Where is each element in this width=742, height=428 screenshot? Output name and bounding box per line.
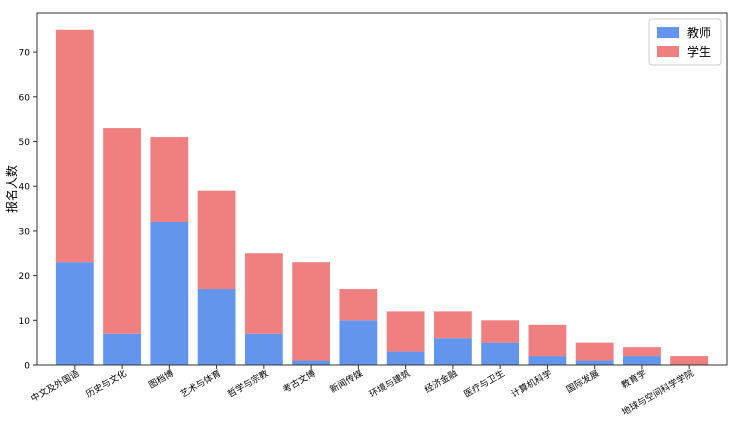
bar-teacher-9: [481, 342, 520, 365]
y-axis-label: 报名人数: [4, 165, 19, 213]
plot-frame: [36, 12, 728, 366]
x-tick-label: 考古文博: [280, 367, 317, 395]
legend-label-1: 学生: [687, 44, 711, 59]
bar-student-3: [197, 190, 236, 290]
x-tick-label: 环境与建筑: [367, 367, 412, 400]
legend-swatch-1: [657, 46, 679, 57]
y-tick-label: 50: [19, 138, 31, 148]
y-tick-label: 20: [19, 272, 31, 282]
bars-layer: [55, 29, 709, 365]
bar-student-10: [528, 324, 567, 357]
x-tick-label: 计算机科学: [509, 367, 554, 400]
legend-swatch-0: [657, 27, 679, 38]
bar-student-5: [292, 262, 331, 361]
x-tick-label: 艺术与体育: [178, 367, 223, 400]
bar-student-2: [150, 137, 189, 222]
x-tick-label: 历史与文化: [84, 367, 129, 400]
x-tick-label: 地球与空间科学学院: [620, 367, 696, 418]
x-tick-label: 医疗与卫生: [462, 367, 507, 400]
bar-teacher-3: [197, 289, 236, 365]
x-tick-label: 新闻传媒: [328, 367, 365, 395]
y-tick-label: 30: [19, 227, 31, 237]
y-tick-label: 0: [24, 362, 30, 372]
bar-teacher-6: [339, 320, 378, 365]
y-tick-label: 70: [19, 49, 31, 59]
bar-teacher-1: [103, 333, 141, 365]
bar-student-8: [433, 311, 472, 339]
x-tick-label: 教育学: [619, 367, 648, 391]
bar-student-13: [670, 356, 709, 365]
bar-student-9: [481, 320, 520, 343]
y-tick-label: 40: [19, 183, 31, 193]
bar-teacher-12: [623, 356, 661, 365]
bar-student-6: [339, 289, 378, 321]
bar-student-1: [103, 128, 141, 334]
bar-teacher-5: [292, 360, 331, 365]
x-tick-label: 经济金融: [422, 367, 459, 395]
y-axis: 0 10 20 30 40 50 60 70: [19, 49, 37, 372]
bar-teacher-11: [575, 360, 614, 365]
bar-teacher-4: [244, 333, 283, 365]
bar-student-11: [575, 342, 614, 361]
bar-teacher-8: [433, 338, 472, 365]
bar-student-7: [386, 311, 425, 352]
y-tick-label: 10: [19, 317, 31, 327]
x-tick-label: 中文及外国语: [29, 367, 82, 404]
x-tick-label: 国际发展: [564, 367, 601, 395]
legend-label-0: 教师: [687, 25, 711, 40]
x-axis: 中文及外国语 历史与文化 图档博 艺术与体育 哲学与宗教 考古文博 新闻传媒 环境与建筑 经济金…: [29, 365, 696, 418]
bar-teacher-0: [55, 262, 94, 365]
x-tick-label: 图档博: [146, 367, 175, 391]
bar-teacher-10: [528, 356, 567, 365]
bar-student-0: [55, 29, 94, 263]
bar-teacher-7: [386, 351, 425, 365]
bar-student-12: [623, 347, 661, 357]
x-tick-label: 哲学与宗教: [225, 367, 270, 400]
bar-student-4: [244, 253, 283, 334]
y-tick-label: 60: [19, 93, 31, 103]
bar-teacher-2: [150, 221, 189, 365]
